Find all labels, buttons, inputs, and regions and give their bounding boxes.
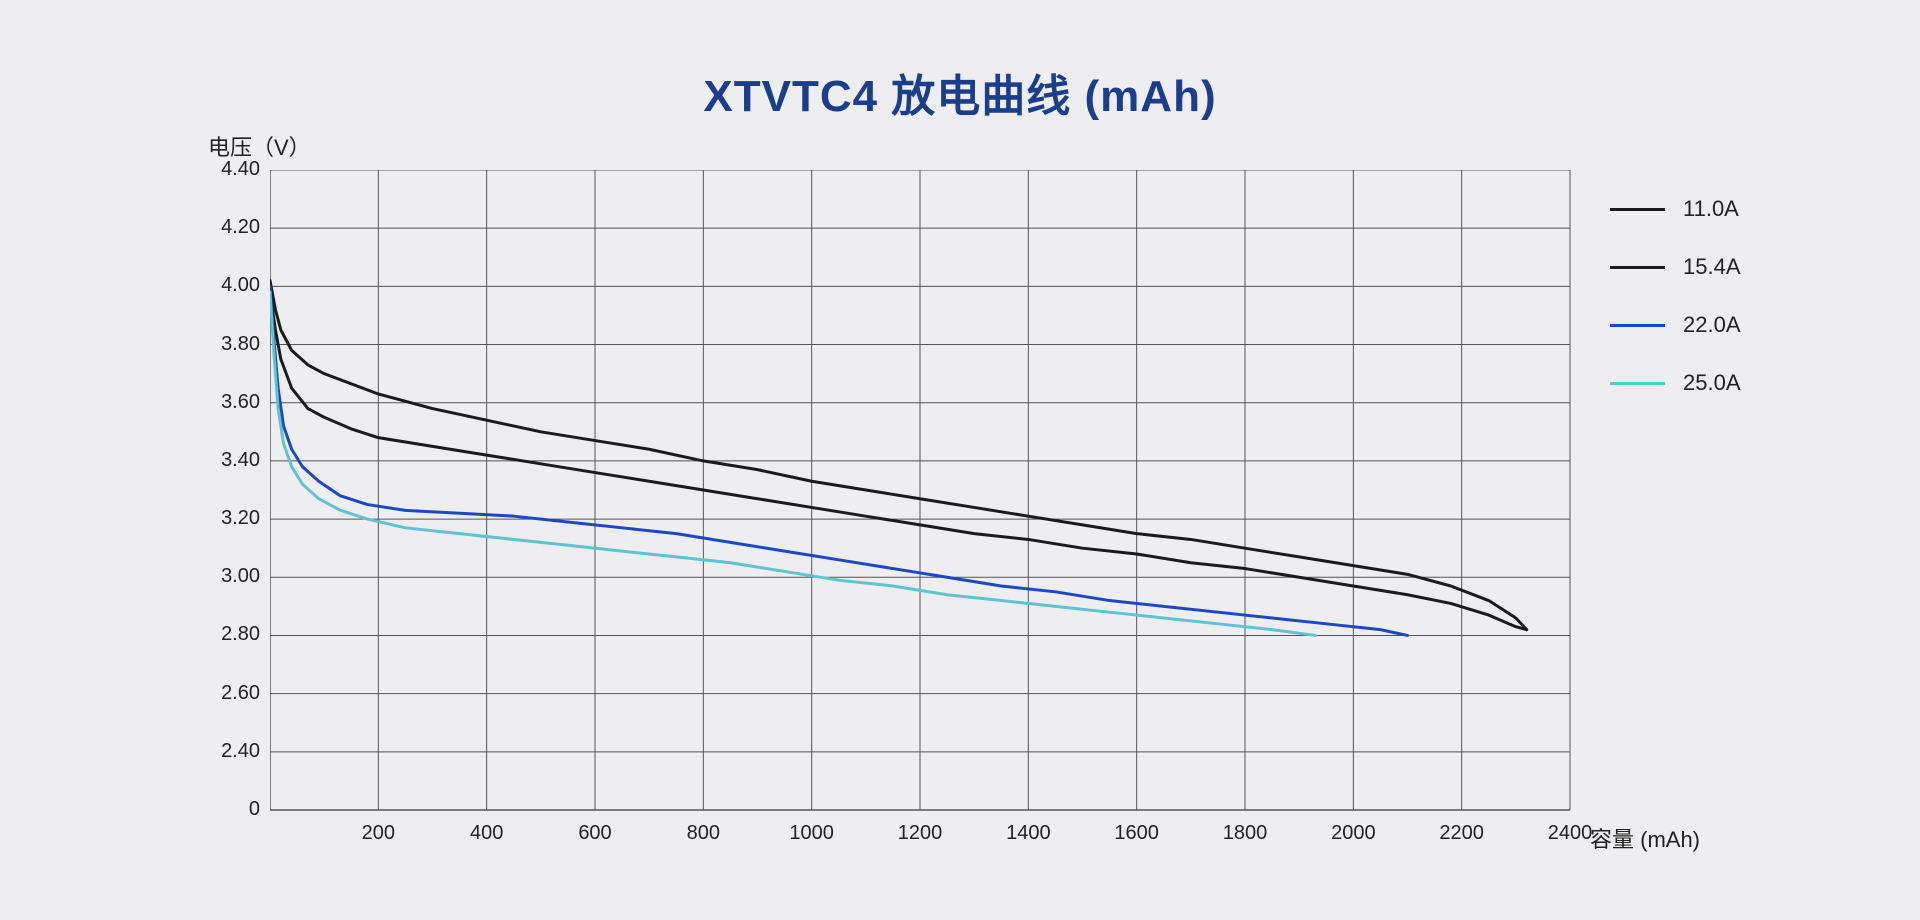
legend-swatch — [1610, 208, 1665, 211]
legend-item: 25.0A — [1610, 369, 1741, 396]
x-tick: 400 — [470, 822, 503, 845]
legend-item: 11.0A — [1610, 195, 1739, 222]
y-tick: 4.40 — [200, 158, 260, 181]
x-tick: 600 — [578, 822, 611, 845]
x-tick: 2200 — [1439, 822, 1484, 845]
legend-item: 15.4A — [1610, 253, 1741, 280]
y-tick: 3.40 — [200, 449, 260, 472]
y-tick: 3.00 — [200, 565, 260, 588]
y-tick: 4.20 — [200, 216, 260, 239]
y-tick: 3.80 — [200, 333, 260, 356]
legend-label: 11.0A — [1683, 196, 1739, 221]
legend-label: 25.0A — [1683, 370, 1741, 395]
legend-item: 22.0A — [1610, 311, 1741, 338]
chart-container: XTVTC4 放电曲线 (mAh) 电压（V） 02.402.602.803.0… — [0, 0, 1920, 920]
y-tick: 3.20 — [200, 507, 260, 530]
chart-plot — [270, 170, 1572, 812]
x-tick: 1400 — [1006, 822, 1051, 845]
y-tick: 4.00 — [200, 274, 260, 297]
chart-title: XTVTC4 放电曲线 (mAh) — [0, 60, 1920, 124]
legend-label: 15.4A — [1683, 254, 1741, 279]
x-tick: 1800 — [1223, 822, 1268, 845]
x-tick: 1000 — [789, 822, 834, 845]
legend-swatch — [1610, 324, 1665, 327]
x-axis-label: 容量 (mAh) — [1590, 822, 1700, 854]
legend-swatch — [1610, 382, 1665, 385]
x-tick: 2400 — [1548, 822, 1593, 845]
legend-label: 22.0A — [1683, 312, 1741, 337]
x-tick: 1200 — [898, 822, 943, 845]
y-tick: 2.80 — [200, 623, 260, 646]
y-tick: 2.60 — [200, 682, 260, 705]
legend-swatch — [1610, 266, 1665, 269]
y-tick: 3.60 — [200, 391, 260, 414]
x-tick: 800 — [687, 822, 720, 845]
x-tick: 200 — [362, 822, 395, 845]
y-tick: 2.40 — [200, 740, 260, 763]
y-tick: 0 — [200, 798, 260, 821]
x-tick: 2000 — [1331, 822, 1376, 845]
x-tick: 1600 — [1114, 822, 1159, 845]
